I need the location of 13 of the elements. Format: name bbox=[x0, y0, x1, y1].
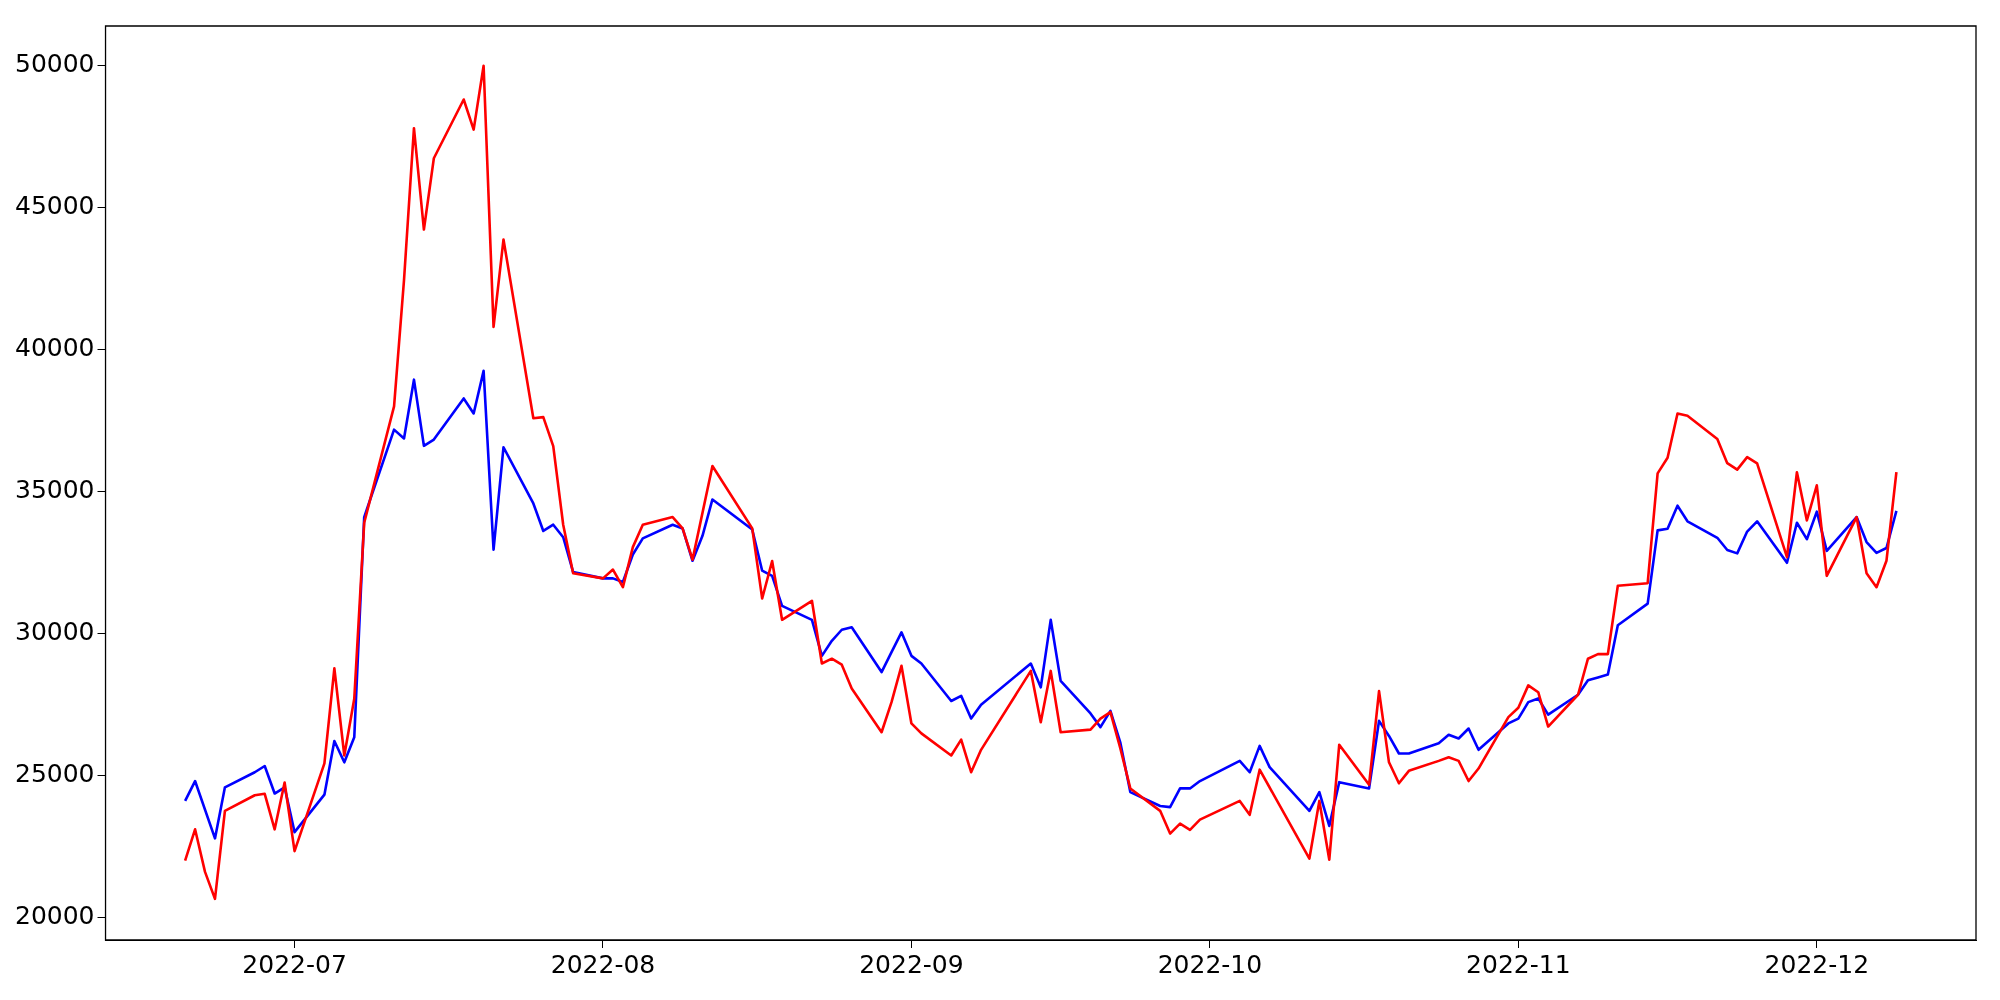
x-tick-label: 2022-10 bbox=[1157, 949, 1263, 979]
y-tick-label: 20000 bbox=[15, 900, 95, 930]
y-tick-label: 35000 bbox=[15, 475, 95, 505]
x-tick-label: 2022-07 bbox=[242, 949, 347, 979]
y-tick-label: 45000 bbox=[15, 191, 95, 221]
y-tick-label: 25000 bbox=[15, 758, 95, 788]
x-tick-label: 2022-12 bbox=[1764, 949, 1870, 979]
x-tick-label: 2022-11 bbox=[1466, 949, 1571, 979]
y-tick-label: 40000 bbox=[15, 333, 95, 363]
y-tick-label: 50000 bbox=[15, 49, 95, 79]
x-tick-label: 2022-08 bbox=[550, 949, 656, 979]
y-tick-label: 30000 bbox=[15, 616, 95, 646]
x-tick-label: 2022-09 bbox=[859, 949, 964, 979]
